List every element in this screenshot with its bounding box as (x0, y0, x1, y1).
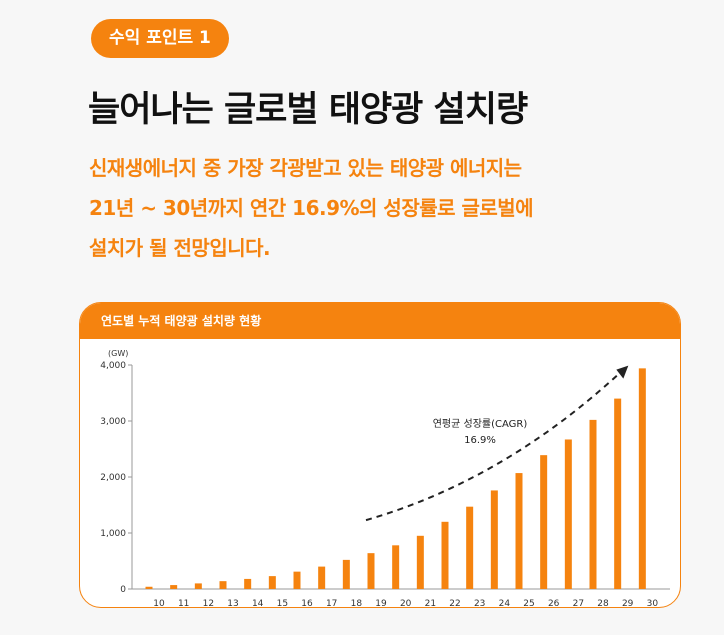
x-tick-label: 16 (301, 599, 313, 608)
bar (466, 506, 474, 589)
cagr-value: 16.9% (464, 435, 496, 446)
bar (441, 521, 449, 589)
bar-chart: (GW) 0 1,000 2,000 3,000 4,000 10 11 12 13 14 15 16 1… (100, 349, 670, 608)
x-tick-label: 10 (153, 599, 165, 608)
x-tick-label: 13 (227, 599, 238, 608)
bar (318, 566, 326, 589)
y-unit-label: (GW) (108, 349, 128, 358)
bar (614, 398, 622, 589)
x-tick-label: 30 (647, 599, 659, 608)
bar (392, 545, 400, 589)
x-tick-label: 14 (252, 599, 264, 608)
trend-arrow-head (616, 365, 629, 379)
bar (540, 455, 548, 589)
trend-arrow-line (365, 369, 624, 522)
bar (416, 535, 424, 589)
chart-card: 연도별 누적 태양광 설치량 현황 (GW) 0 1,000 2,000 3,000 4,… (79, 302, 681, 608)
y-tick-label: 3,000 (100, 417, 126, 427)
y-tick-label: 4,000 (100, 361, 126, 371)
bar (342, 559, 350, 589)
x-tick-label: 15 (277, 599, 288, 608)
x-tick-label: 17 (326, 599, 337, 608)
cagr-label: 연평균 성장률(CAGR) (433, 418, 528, 430)
description-line: 21년 ~ 30년까지 연간 16.9%의 성장률로 글로벌에 (89, 196, 534, 220)
x-tick-label: 22 (449, 599, 460, 608)
bar (244, 578, 252, 589)
bar (170, 585, 178, 589)
description-line: 신재생에너지 중 가장 각광받고 있는 태양광 에너지는 (89, 156, 522, 180)
point-badge: 수익 포인트 1 (91, 19, 229, 58)
x-tick-label: 19 (375, 599, 387, 608)
x-tick-label: 21 (425, 599, 436, 608)
bar (564, 439, 572, 589)
x-tick-label: 27 (573, 599, 584, 608)
x-tick-label: 26 (548, 599, 560, 608)
bar (194, 583, 202, 589)
y-tick-label: 1,000 (100, 529, 126, 539)
x-tick-label: 28 (597, 599, 609, 608)
x-tick-label: 23 (474, 599, 485, 608)
x-tick-label: 25 (523, 599, 534, 608)
y-tick-label: 0 (120, 585, 126, 595)
bar (638, 368, 646, 589)
x-tick-label: 20 (400, 599, 412, 608)
y-tick-label: 2,000 (100, 473, 126, 483)
x-tick-label: 11 (178, 599, 189, 608)
bar (219, 581, 227, 589)
page-title: 늘어나는 글로벌 태양광 설치량 (88, 90, 528, 130)
bar (490, 490, 498, 589)
chart-title: 연도별 누적 태양광 설치량 현황 (80, 303, 680, 339)
x-tick-label: 24 (499, 599, 511, 608)
x-tick-label: 29 (622, 599, 634, 608)
bar (145, 586, 153, 589)
bar (268, 576, 276, 589)
x-tick-label: 12 (203, 599, 214, 608)
bar (367, 553, 375, 589)
bar (293, 571, 301, 589)
bar (589, 419, 597, 589)
bar (515, 473, 523, 589)
x-tick-label: 18 (351, 599, 363, 608)
description: 신재생에너지 중 가장 각광받고 있는 태양광 에너지는 21년 ~ 30년까지… (89, 148, 709, 268)
description-line: 설치가 될 전망입니다. (89, 236, 271, 260)
